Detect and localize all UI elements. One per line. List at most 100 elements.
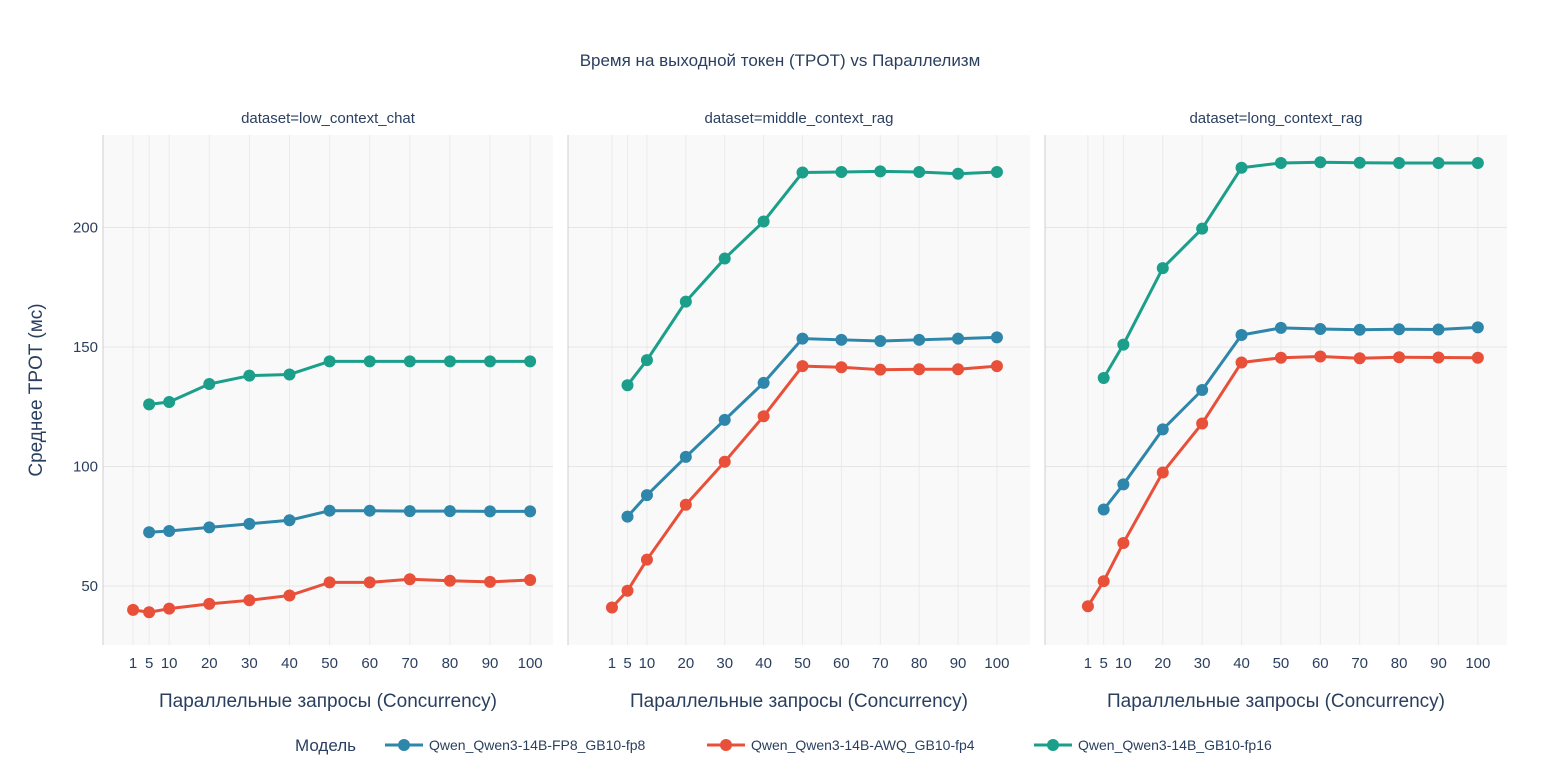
data-point [443,574,456,587]
data-point [363,355,376,368]
x-tick-label: 40 [281,655,298,672]
data-point [1097,575,1110,588]
data-point [718,413,731,426]
x-tick-label: 90 [950,655,967,672]
legend-item[interactable]: Qwen_Qwen3-14B-FP8_GB10-fp8 [385,737,646,753]
x-tick-label: 100 [518,655,543,672]
data-point [605,601,618,614]
data-point [1274,351,1287,364]
data-point [443,505,456,518]
y-tick-label: 100 [73,458,98,475]
data-point [952,167,965,180]
data-point [323,504,336,517]
legend: Модель Qwen_Qwen3-14B-FP8_GB10-fp8 Qwen_Q… [295,736,1272,755]
data-point [874,165,887,178]
data-point [1353,156,1366,169]
data-point [1353,323,1366,336]
data-point [835,166,848,179]
data-point [1314,156,1327,169]
data-point [835,333,848,346]
x-tick-label: 50 [1273,655,1290,672]
data-point [403,573,416,586]
data-point [796,332,809,345]
data-point [203,521,216,534]
data-point [679,295,692,308]
data-point [283,368,296,381]
legend-item[interactable]: Qwen_Qwen3-14B_GB10-fp16 [1034,737,1272,753]
legend-item[interactable]: Qwen_Qwen3-14B-AWQ_GB10-fp4 [707,737,975,753]
data-point [1432,323,1445,336]
y-axis-title: Среднее TPOT (мс) [26,303,47,476]
data-point [640,354,653,367]
x-tick-label: 80 [1391,655,1408,672]
x-tick-label: 40 [1233,655,1250,672]
data-point [127,603,140,616]
data-point [524,505,537,518]
data-point [1081,600,1094,613]
data-point [1097,372,1110,385]
y-tick-label: 150 [73,339,98,356]
data-point [1471,156,1484,169]
data-point [913,363,926,376]
data-point [640,489,653,502]
data-point [1235,356,1248,369]
data-point [443,355,456,368]
legend-label: Qwen_Qwen3-14B-AWQ_GB10-fp4 [751,737,975,753]
data-point [621,510,634,523]
x-tick-label: 10 [1115,655,1132,672]
data-point [243,594,256,607]
x-tick-label: 90 [482,655,499,672]
x-tick-label: 60 [1312,655,1329,672]
data-point [143,398,156,411]
data-point [143,606,156,619]
data-point [1196,384,1209,396]
data-point [1117,478,1130,491]
subplot-title: dataset=middle_context_rag [705,110,894,127]
data-point [913,333,926,346]
data-point [1314,350,1327,363]
data-point [952,332,965,345]
x-tick-label: 70 [1351,655,1368,672]
panel-1: 1 5 10 20 30 40 50 60 70 80 90 100 50 100 150 200 datase… [73,110,553,712]
x-tick-label: 5 [1100,655,1108,672]
data-point [163,395,176,408]
x-tick-label: 20 [201,655,218,672]
data-point [913,166,926,179]
data-point [1393,351,1406,364]
data-point [1235,329,1248,342]
x-tick-label: 90 [1430,655,1447,672]
data-point [757,215,770,228]
data-point [524,573,537,586]
data-point [283,514,296,527]
data-point [1196,417,1209,430]
data-point [163,602,176,615]
data-point [1156,466,1169,479]
data-point [1117,338,1130,351]
chart-title: Время на выходной токен (TPOT) vs Паралл… [580,51,981,70]
data-point [1196,222,1209,235]
x-tick-label: 70 [872,655,889,672]
data-point [484,355,497,368]
data-point [203,597,216,610]
data-point [835,361,848,374]
data-point [1393,156,1406,169]
data-point [484,505,497,518]
x-tick-label: 70 [401,655,418,672]
x-tick-label: 10 [161,655,178,672]
legend-title: Модель [295,736,356,755]
data-point [403,355,416,368]
data-point [1432,156,1445,169]
series-line [1086,355,1478,608]
x-tick-label: 60 [361,655,378,672]
data-point [1353,352,1366,365]
data-point [718,455,731,468]
data-point [874,335,887,348]
data-point [1471,321,1484,334]
data-point [163,525,176,538]
data-point [524,355,537,368]
data-point [990,166,1003,179]
x-tick-label: 5 [145,655,153,672]
panel-3: 1 5 10 20 30 40 50 60 70 80 90 100 dataset=long_cont… [1044,110,1507,712]
x-tick-label: 5 [623,655,631,672]
